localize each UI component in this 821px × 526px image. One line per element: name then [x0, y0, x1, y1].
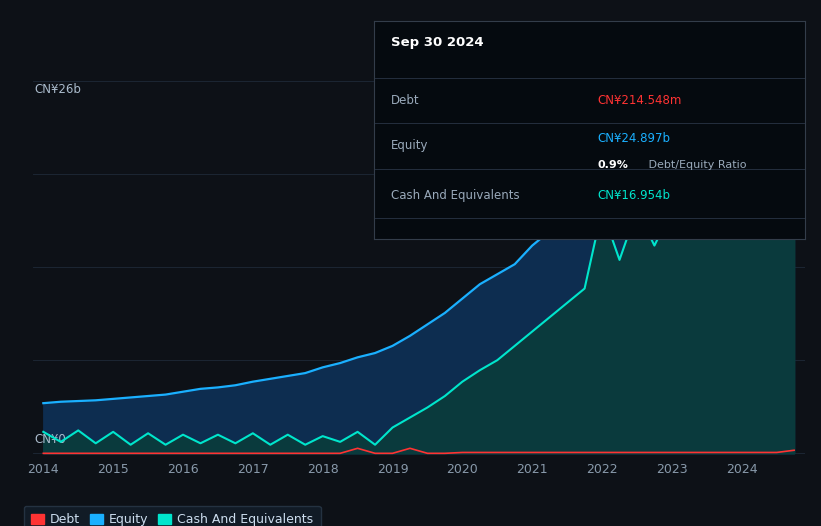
Text: CN¥16.954b: CN¥16.954b — [598, 189, 671, 202]
Text: Cash And Equivalents: Cash And Equivalents — [391, 189, 520, 202]
Text: CN¥26b: CN¥26b — [34, 83, 81, 96]
Text: CN¥0: CN¥0 — [34, 433, 67, 446]
Text: CN¥214.548m: CN¥214.548m — [598, 94, 682, 107]
Text: Debt: Debt — [391, 94, 420, 107]
Text: Equity: Equity — [391, 139, 429, 152]
Text: Debt/Equity Ratio: Debt/Equity Ratio — [645, 160, 746, 170]
Legend: Debt, Equity, Cash And Equivalents: Debt, Equity, Cash And Equivalents — [24, 506, 321, 526]
Text: CN¥24.897b: CN¥24.897b — [598, 133, 671, 145]
Text: Sep 30 2024: Sep 30 2024 — [391, 36, 484, 49]
Text: 0.9%: 0.9% — [598, 160, 629, 170]
